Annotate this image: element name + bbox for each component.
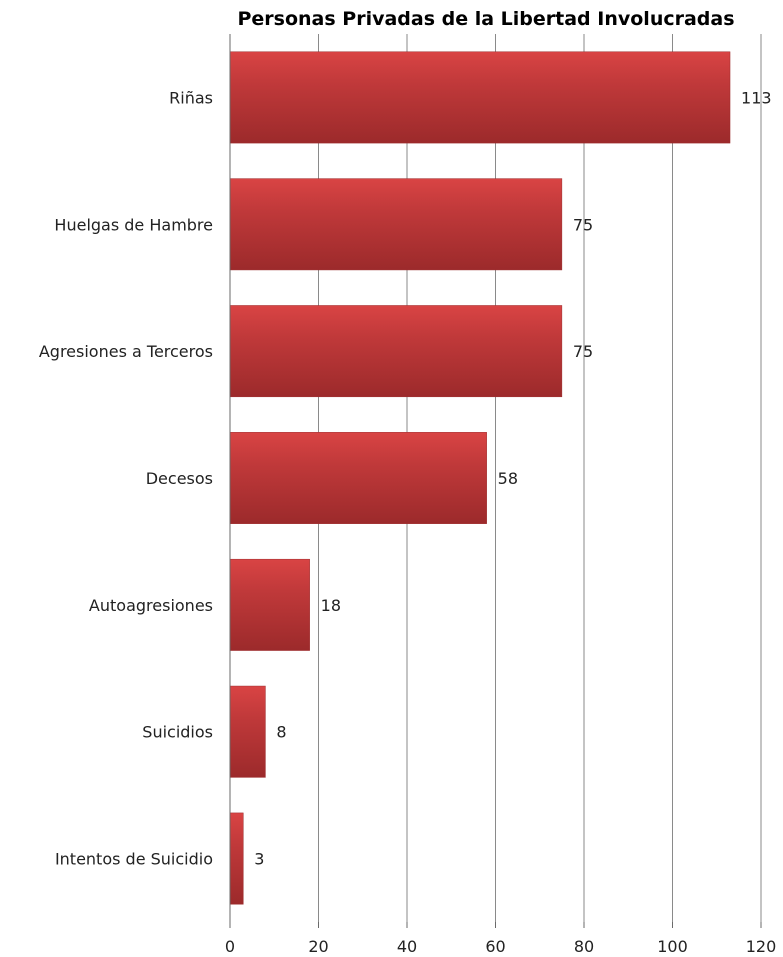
x-tick-label: 60 <box>485 937 505 956</box>
x-tick-label: 0 <box>225 937 235 956</box>
x-tick-label: 20 <box>308 937 328 956</box>
category-label: Riñas <box>169 88 213 107</box>
chart-title: Personas Privadas de la Libertad Involuc… <box>237 8 734 30</box>
bar <box>229 812 244 905</box>
bar <box>229 685 266 778</box>
bars <box>229 51 731 905</box>
category-label: Suicidios <box>142 723 213 742</box>
x-tick-label: 40 <box>397 937 417 956</box>
data-label: 75 <box>573 215 593 234</box>
x-tick-label: 120 <box>746 937 777 956</box>
category-label: Decesos <box>146 469 213 488</box>
bar <box>229 558 310 651</box>
category-label: Intentos de Suicidio <box>55 850 213 869</box>
data-label: 18 <box>321 596 341 615</box>
data-label: 8 <box>276 723 286 742</box>
bar <box>229 51 731 144</box>
x-tick-label: 80 <box>574 937 594 956</box>
bar <box>229 178 563 271</box>
x-tick-label: 100 <box>657 937 688 956</box>
data-label: 113 <box>741 88 772 107</box>
bar <box>229 305 563 398</box>
data-label: 3 <box>254 850 264 869</box>
category-label: Huelgas de Hambre <box>54 215 213 234</box>
category-label: Autoagresiones <box>89 596 213 615</box>
labels: 0 20 40 60 80 100 120 Riñas 113 Huelgas de Hambre… <box>39 88 776 956</box>
category-label: Agresiones a Terceros <box>39 342 213 361</box>
data-label: 58 <box>498 469 518 488</box>
data-label: 75 <box>573 342 593 361</box>
bar <box>229 432 487 524</box>
